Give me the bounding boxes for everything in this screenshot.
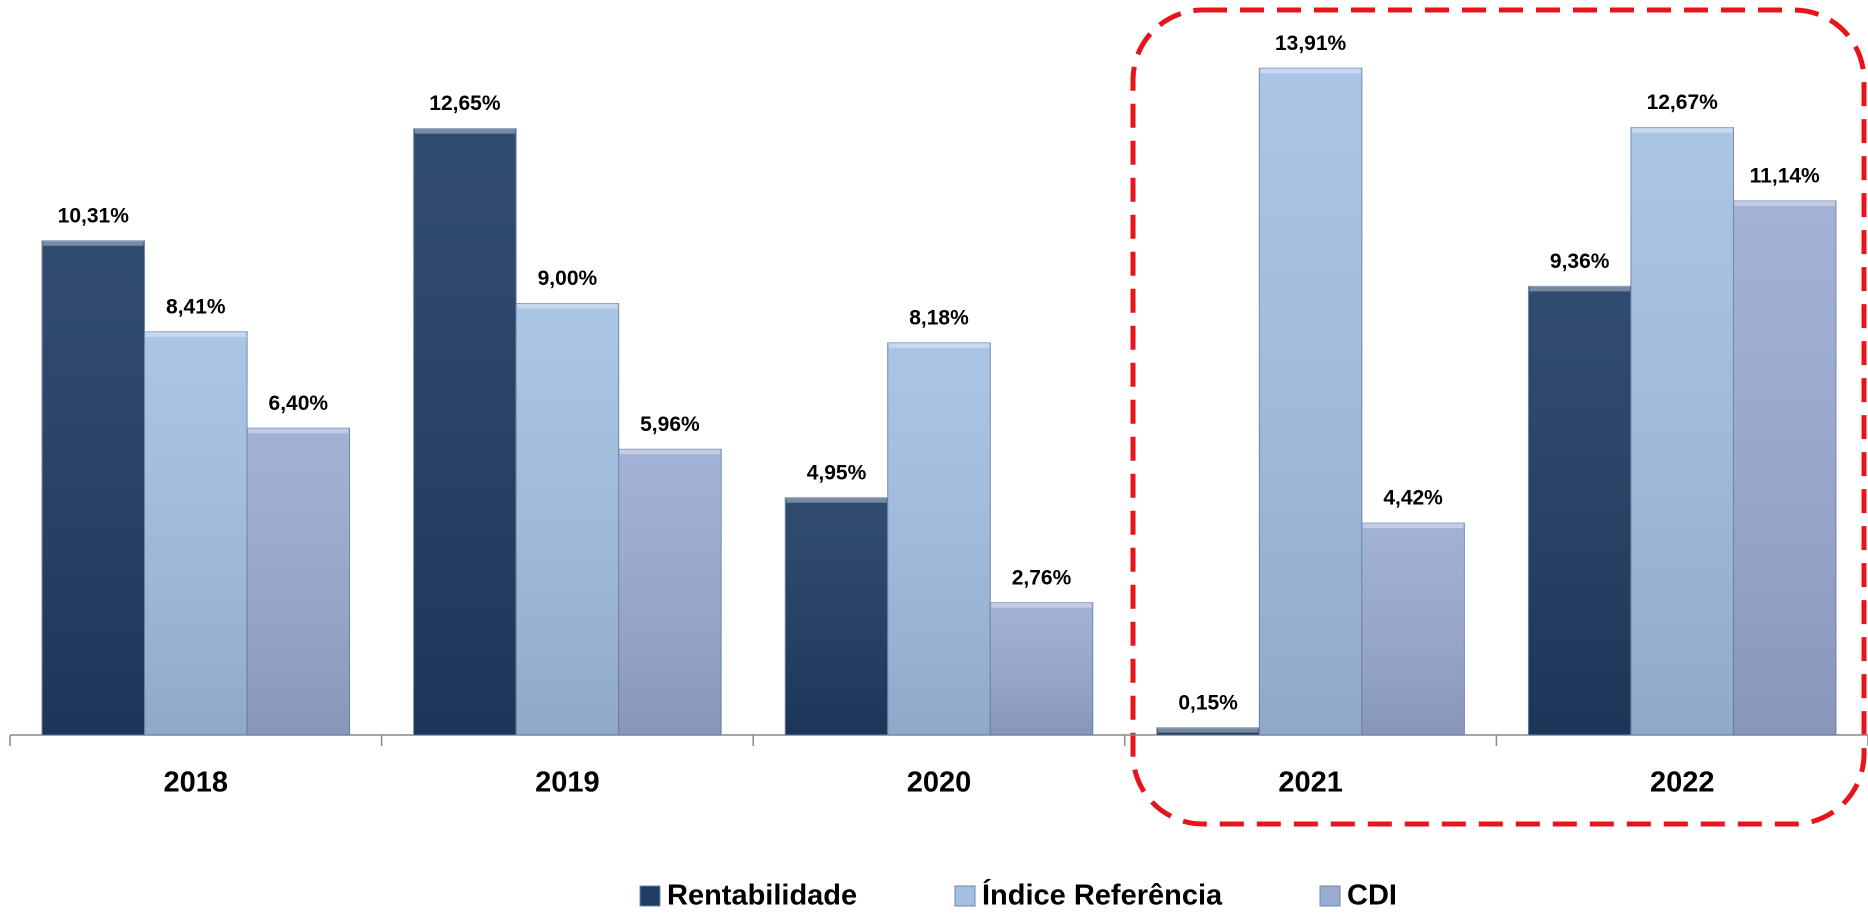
value-label: 9,00% <box>538 267 598 290</box>
bar-bevel <box>43 240 144 246</box>
legend-swatch <box>954 885 976 907</box>
value-label: 4,42% <box>1383 487 1443 510</box>
x-tick-label: 2022 <box>1650 767 1715 799</box>
bar-shade <box>42 240 145 736</box>
bar-bevel <box>1362 523 1464 529</box>
value-label: 11,14% <box>1750 165 1820 188</box>
value-label: 9,36% <box>1550 250 1610 273</box>
bar-bevel <box>888 342 990 348</box>
bar-shade <box>1259 68 1362 736</box>
bar-bevel <box>414 128 516 134</box>
bar-bevel <box>786 497 887 503</box>
value-label: 12,65% <box>429 92 501 115</box>
value-label: 10,31% <box>58 204 130 227</box>
legend-label: Rentabilidade <box>667 880 857 912</box>
bar-shade <box>1733 201 1836 736</box>
legend-label: CDI <box>1347 880 1397 912</box>
bar-bevel <box>517 303 618 309</box>
bar-shade <box>144 331 248 735</box>
bar-bevel <box>1260 68 1361 74</box>
bar-bevel <box>248 428 349 434</box>
legend-label: Índice Referência <box>982 878 1223 912</box>
x-tick-label: 2019 <box>535 767 600 799</box>
x-tick-label: 2020 <box>907 767 972 799</box>
bar-shade <box>1528 286 1631 735</box>
x-tick-label: 2021 <box>1278 767 1343 799</box>
value-label: 8,41% <box>166 295 226 318</box>
value-label: 13,91% <box>1275 32 1347 55</box>
bar-bevel <box>619 449 721 455</box>
value-label: 12,67% <box>1647 91 1719 114</box>
bar-bevel <box>1734 201 1835 207</box>
highlight-box <box>1130 7 1867 827</box>
legend-swatch <box>639 885 661 907</box>
value-label: 4,95% <box>807 461 867 484</box>
bar-shade <box>516 303 619 735</box>
value-label: 5,96% <box>640 413 700 436</box>
bar-shade <box>1630 127 1734 735</box>
x-tick-label: 2018 <box>164 767 229 799</box>
bar-shade <box>785 497 888 735</box>
bar-shade <box>990 602 1093 735</box>
bar-bevel <box>991 602 1092 608</box>
value-label: 2,76% <box>1012 566 1072 589</box>
bar-shade <box>887 342 991 735</box>
bar-shade <box>618 449 722 735</box>
bar-bevel <box>1631 127 1733 133</box>
legend-swatch <box>1319 885 1341 907</box>
bar-shade <box>1361 523 1465 735</box>
bar-bevel <box>1529 286 1630 292</box>
bar-shade <box>247 428 350 735</box>
bar-shade <box>1156 727 1260 735</box>
bar-bevel <box>145 331 247 337</box>
bar-bevel <box>1157 727 1259 733</box>
value-label: 6,40% <box>269 392 329 415</box>
value-label: 8,18% <box>909 306 969 329</box>
bar-shade <box>413 128 517 736</box>
value-label: 0,15% <box>1178 691 1238 714</box>
